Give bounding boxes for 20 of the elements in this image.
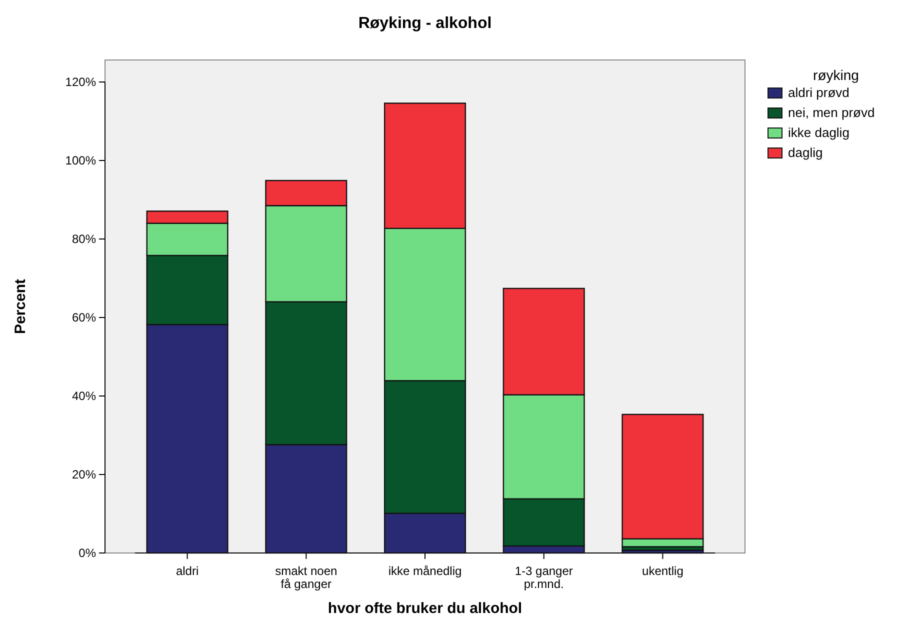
y-tick-label: 0% <box>78 546 96 560</box>
x-tick-label: ikke månedlig <box>388 564 462 578</box>
x-tick-label: smakt noen få ganger <box>275 564 338 591</box>
x-tick-label: ukentlig <box>642 564 684 578</box>
legend-label: ikke daglig <box>788 125 850 140</box>
legend-label: aldri prøvd <box>788 85 850 100</box>
legend-label: nei, men prøvd <box>788 105 875 120</box>
y-tick-label: 20% <box>72 467 96 482</box>
y-tick-label: 60% <box>72 310 96 324</box>
y-tick-label: 40% <box>72 388 96 403</box>
x-tick-label: aldri <box>176 564 199 578</box>
legend-label: daglig <box>788 145 823 160</box>
x-axis-title: hvor ofte bruker du alkohol <box>328 600 522 617</box>
legend-title: røyking <box>813 67 859 83</box>
y-tick-label: 120% <box>65 74 96 89</box>
x-tick-label: 1-3 ganger pr.mnd. <box>514 564 573 591</box>
y-tick-label: 80% <box>72 232 96 246</box>
y-axis-title: Percent <box>12 278 29 334</box>
chart-title: Røyking - alkohol <box>358 15 492 32</box>
y-tick-label: 100% <box>65 153 96 168</box>
